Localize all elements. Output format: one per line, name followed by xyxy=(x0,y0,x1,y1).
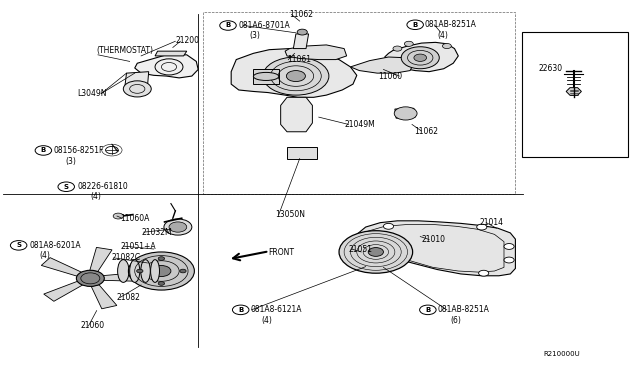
Polygon shape xyxy=(385,42,458,72)
Polygon shape xyxy=(155,51,187,56)
Text: 21049M: 21049M xyxy=(344,120,375,129)
Circle shape xyxy=(158,257,164,260)
Text: (6): (6) xyxy=(450,315,461,325)
Circle shape xyxy=(169,222,187,232)
Circle shape xyxy=(137,269,143,273)
Circle shape xyxy=(339,231,413,273)
Text: (THERMOSTAT): (THERMOSTAT) xyxy=(97,46,154,55)
Circle shape xyxy=(297,29,307,35)
Circle shape xyxy=(124,81,151,97)
Text: FRONT: FRONT xyxy=(268,248,294,257)
Circle shape xyxy=(404,41,413,46)
Polygon shape xyxy=(395,108,415,118)
Circle shape xyxy=(286,71,305,81)
Polygon shape xyxy=(351,57,414,73)
Text: 21200: 21200 xyxy=(175,36,199,45)
Circle shape xyxy=(383,223,394,229)
Ellipse shape xyxy=(118,260,129,282)
Circle shape xyxy=(180,269,186,273)
Text: (3): (3) xyxy=(249,31,260,40)
Text: 13050N: 13050N xyxy=(276,210,305,219)
Polygon shape xyxy=(566,88,581,95)
Circle shape xyxy=(393,46,402,51)
Polygon shape xyxy=(41,258,81,276)
Text: 21014: 21014 xyxy=(480,218,504,227)
Ellipse shape xyxy=(150,260,159,282)
Ellipse shape xyxy=(253,73,279,80)
Polygon shape xyxy=(293,34,308,49)
Text: 21051: 21051 xyxy=(349,244,372,254)
Circle shape xyxy=(477,224,487,230)
Text: B: B xyxy=(238,307,243,313)
Text: 22630: 22630 xyxy=(539,64,563,73)
Text: 08226-61810: 08226-61810 xyxy=(77,182,129,191)
Text: 21082: 21082 xyxy=(117,293,141,302)
Text: 081A8-6201A: 081A8-6201A xyxy=(29,241,81,250)
Polygon shape xyxy=(125,72,148,89)
Circle shape xyxy=(504,244,514,249)
Circle shape xyxy=(263,57,329,95)
Text: L3049N: L3049N xyxy=(77,89,107,98)
Circle shape xyxy=(368,247,383,256)
Text: 21010: 21010 xyxy=(422,235,445,244)
Polygon shape xyxy=(253,69,279,84)
Text: 081AB-8251A: 081AB-8251A xyxy=(425,20,477,29)
Text: 21082C: 21082C xyxy=(112,253,141,262)
Text: 081A8-6121A: 081A8-6121A xyxy=(250,305,301,314)
Text: 081AB-8251A: 081AB-8251A xyxy=(437,305,489,314)
Text: S: S xyxy=(16,243,21,248)
Circle shape xyxy=(401,47,439,69)
Polygon shape xyxy=(231,49,356,97)
Circle shape xyxy=(129,252,195,290)
Circle shape xyxy=(394,107,417,120)
Text: R210000U: R210000U xyxy=(543,351,580,357)
Polygon shape xyxy=(135,55,198,78)
Text: B: B xyxy=(225,22,230,29)
Circle shape xyxy=(442,44,451,49)
Text: 11061: 11061 xyxy=(287,55,311,64)
Circle shape xyxy=(152,266,171,276)
Circle shape xyxy=(414,54,427,61)
Text: 11062: 11062 xyxy=(414,126,438,135)
Ellipse shape xyxy=(130,260,140,282)
Bar xyxy=(522,32,628,157)
Text: 11062: 11062 xyxy=(289,10,314,19)
Circle shape xyxy=(158,282,164,285)
Text: (4): (4) xyxy=(262,315,273,325)
Text: S: S xyxy=(64,184,68,190)
Circle shape xyxy=(164,219,192,235)
Circle shape xyxy=(383,264,394,270)
Circle shape xyxy=(113,213,124,219)
Text: 21060: 21060 xyxy=(80,321,104,330)
Text: 21051+A: 21051+A xyxy=(120,241,156,251)
Text: (3): (3) xyxy=(65,157,76,166)
Circle shape xyxy=(76,270,104,286)
Polygon shape xyxy=(44,281,83,301)
Text: B: B xyxy=(425,307,431,313)
Polygon shape xyxy=(285,45,347,60)
Text: (4): (4) xyxy=(90,192,101,202)
Text: B: B xyxy=(41,147,46,154)
Text: 11060: 11060 xyxy=(378,71,403,81)
Bar xyxy=(287,147,317,158)
Text: 11060A: 11060A xyxy=(120,214,150,223)
Polygon shape xyxy=(355,221,515,276)
Text: (4): (4) xyxy=(437,31,448,39)
Text: 08156-8251F: 08156-8251F xyxy=(54,146,104,155)
Circle shape xyxy=(479,270,489,276)
Text: B: B xyxy=(413,22,418,28)
Ellipse shape xyxy=(141,260,150,282)
Text: 081A6-8701A: 081A6-8701A xyxy=(238,21,290,30)
Polygon shape xyxy=(90,247,112,272)
Polygon shape xyxy=(281,97,312,132)
Polygon shape xyxy=(104,272,144,282)
Text: 21032M: 21032M xyxy=(141,228,172,237)
Polygon shape xyxy=(92,285,117,309)
Text: (4): (4) xyxy=(40,251,51,260)
Circle shape xyxy=(504,257,514,263)
